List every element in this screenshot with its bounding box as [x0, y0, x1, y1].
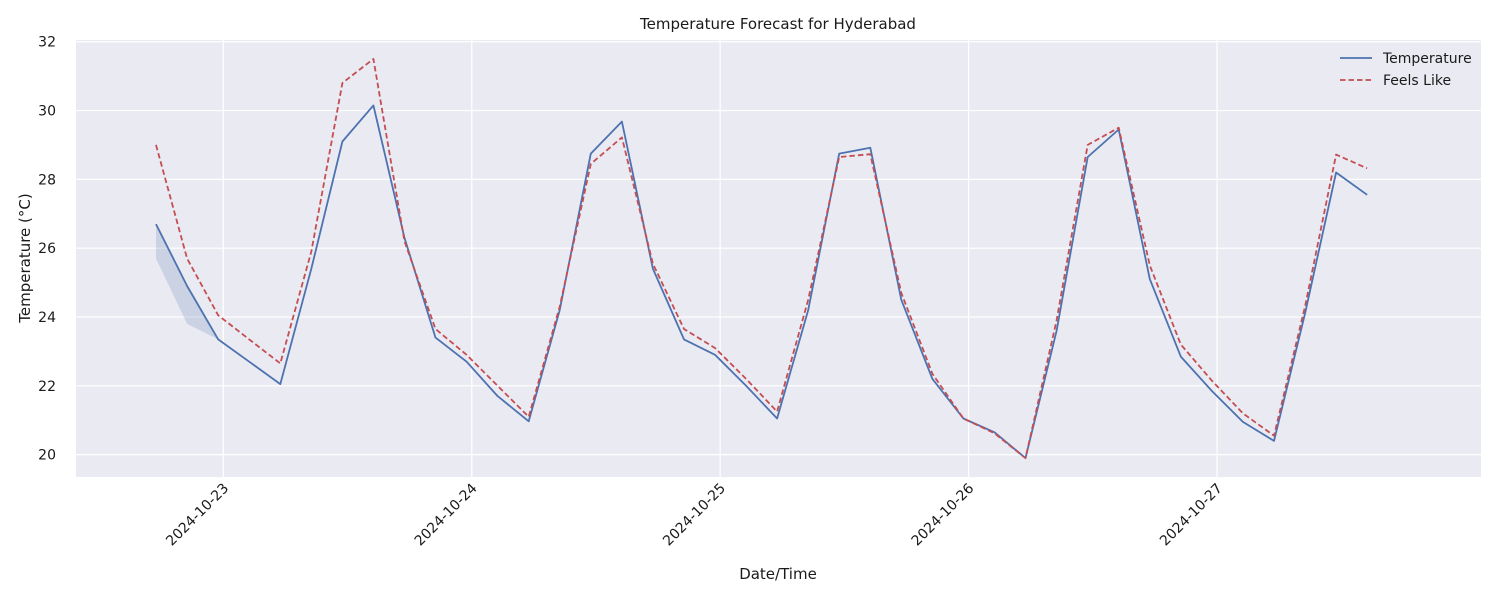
- y-tick-label: 28: [38, 172, 56, 188]
- x-tick-label: 2024-10-23: [163, 481, 232, 550]
- x-tick-label: 2024-10-26: [909, 480, 978, 549]
- legend: Temperature Feels Like: [1340, 51, 1472, 89]
- x-tick-labels: 2024-10-23 2024-10-24 2024-10-25 2024-10-26…: [163, 480, 1226, 549]
- series-line-feels-like: [155, 58, 1368, 460]
- grid: [76, 40, 1481, 477]
- y-axis-label: Temperature (°C): [16, 193, 34, 323]
- y-tick-labels: 20 22 24 26 28 30 32: [38, 35, 56, 464]
- y-tick-label: 30: [38, 104, 56, 120]
- y-tick-label: 22: [38, 379, 56, 395]
- series-line-temperature: [155, 104, 1368, 460]
- x-tick-label: 2024-10-27: [1157, 481, 1226, 550]
- band-layer: [156, 224, 219, 340]
- y-tick-label: 24: [38, 310, 56, 326]
- x-tick-label: 2024-10-25: [660, 481, 729, 550]
- legend-label-temperature: Temperature: [1382, 51, 1472, 67]
- chart-title: Temperature Forecast for Hyderabad: [639, 15, 916, 33]
- x-axis-label: Date/Time: [739, 565, 817, 583]
- x-tick-label: 2024-10-24: [412, 480, 481, 549]
- y-tick-label: 32: [38, 35, 56, 51]
- confidence-band: [156, 224, 219, 340]
- legend-label-feels-like: Feels Like: [1383, 73, 1451, 89]
- series-layer: [155, 58, 1368, 460]
- y-tick-label: 26: [38, 241, 56, 257]
- y-tick-label: 20: [38, 448, 56, 464]
